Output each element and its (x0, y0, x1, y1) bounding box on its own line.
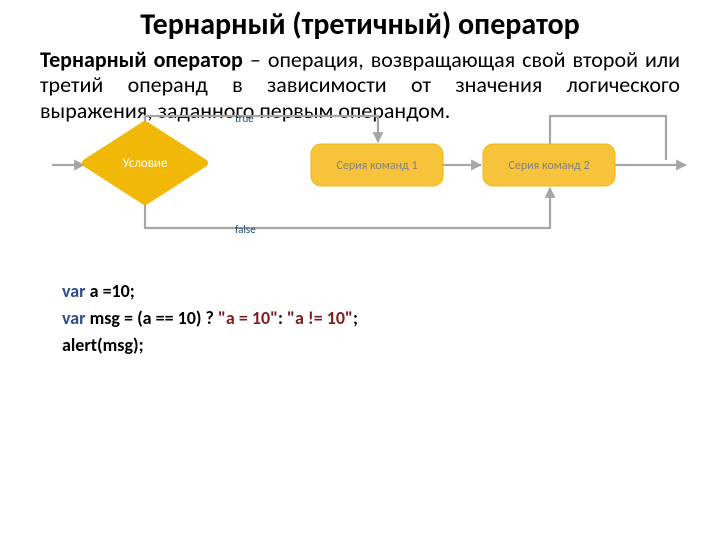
code-line: var msg = (a == 10) ? "a = 10": "a != 10… (62, 305, 680, 332)
svg-text:Условие: Условие (123, 156, 168, 171)
code-text: ; (353, 307, 358, 329)
code-string: "a = 10" (218, 307, 278, 329)
code-line: alert(msg); (62, 332, 680, 359)
code-text: alert(msg); (62, 334, 144, 356)
flowchart-diagram: Условие Серия команд 1 Серия команд 2 true f… (50, 110, 690, 260)
slide: Тернарный (третичный) оператор Тернарный… (0, 0, 720, 540)
code-text: a =10; (90, 280, 135, 302)
description-lead: Тернарный оператор (40, 46, 243, 73)
code-string: "a != 10" (287, 307, 353, 329)
code-text: : (278, 307, 287, 329)
code-keyword: var (62, 280, 90, 302)
code-example: var a =10;var msg = (a == 10) ? "a = 10"… (40, 278, 680, 359)
svg-text:Серия команд 1: Серия команд 1 (336, 159, 417, 173)
code-text: msg = (a == 10) ? (90, 307, 218, 329)
code-line: var a =10; (62, 278, 680, 305)
page-title: Тернарный (третичный) оператор (40, 8, 680, 43)
svg-text:true: true (235, 112, 254, 125)
svg-text:Серия команд 2: Серия команд 2 (508, 159, 589, 173)
svg-text:false: false (235, 223, 256, 236)
code-keyword: var (62, 307, 90, 329)
